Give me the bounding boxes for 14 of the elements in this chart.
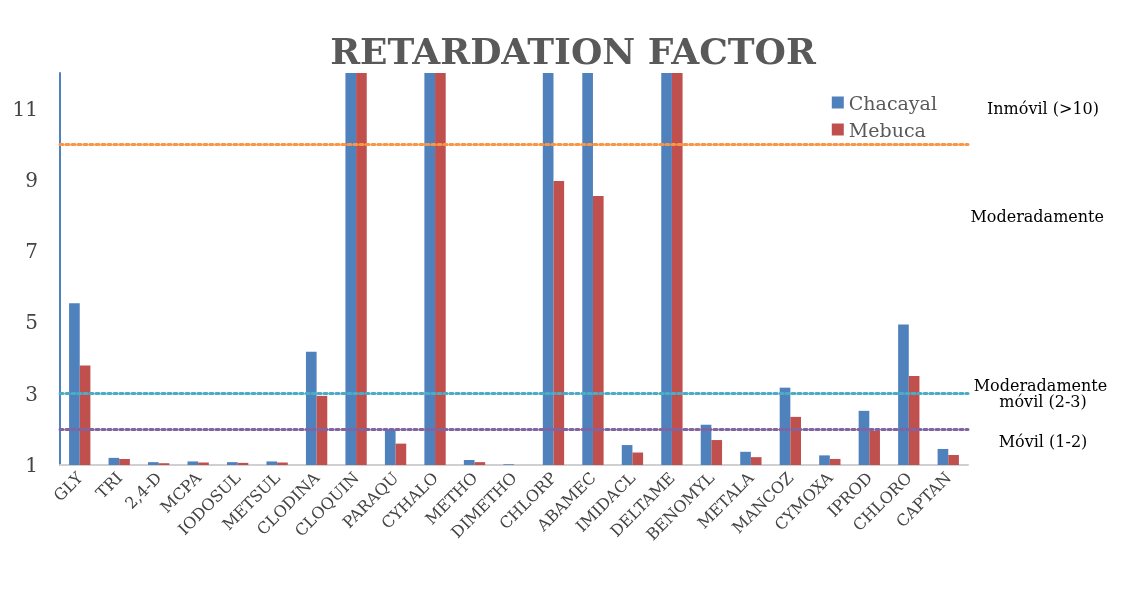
chart-title: RETARDATION FACTOR [330,30,817,72]
legend-label: Chacayal [848,91,938,114]
ref-line-label: Moderadamente móvil (2-3) [973,376,1113,412]
y-tick-label: 9 [25,167,38,192]
text: Moderadamente [970,206,1105,226]
y-tick-label: 11 [12,96,38,121]
y-tick-label: 3 [25,381,38,406]
y-tick-label: 7 [25,239,38,264]
x-tick-label: TRI [91,468,126,503]
y-tick-label: 1 [25,453,38,477]
legend-label: Mebuca [848,118,926,141]
y-tick-label: 5 [25,310,38,335]
ref-line-label: Móvil (1-2) [998,431,1088,451]
ref-line-label: Inmóvil (>10) [986,98,1100,118]
